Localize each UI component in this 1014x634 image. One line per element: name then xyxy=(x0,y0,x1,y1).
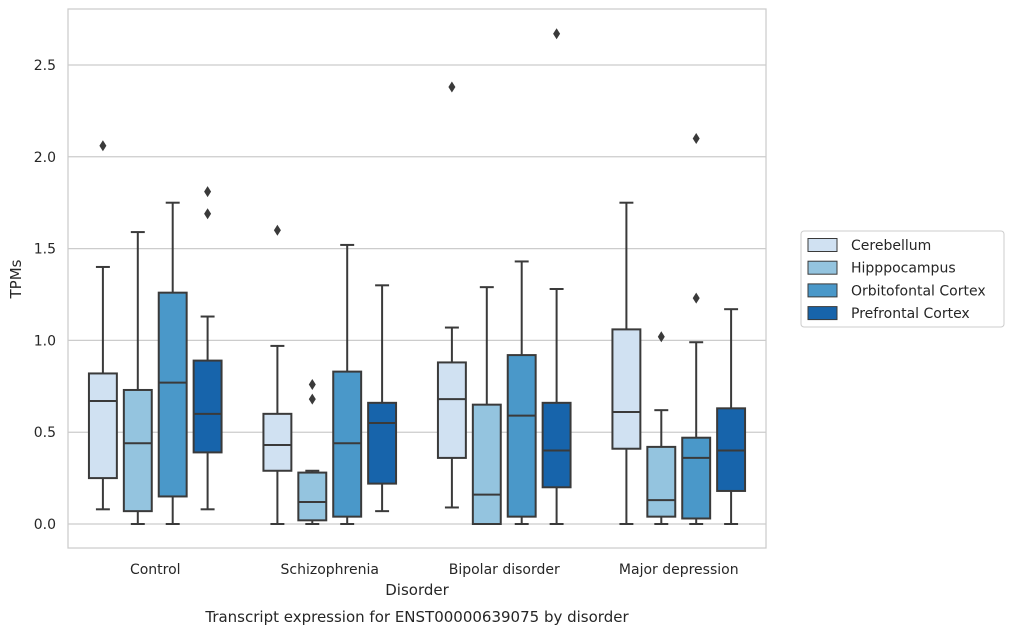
box-plot xyxy=(87,140,118,511)
legend: Cerebellum Hipppocampus Orbitofontal Corte… xyxy=(800,230,1005,328)
box-plot xyxy=(716,308,747,525)
y-tick-label: 1.0 xyxy=(34,333,56,349)
box-body xyxy=(192,359,223,454)
box-plot xyxy=(541,28,572,525)
outlier-point xyxy=(308,378,316,390)
legend-swatch xyxy=(807,306,838,321)
y-axis-label: TPMs xyxy=(7,259,25,299)
y-tick-label: 2.5 xyxy=(34,58,56,74)
y-tick-label: 0.5 xyxy=(34,425,56,441)
x-axis-label: Disorder xyxy=(385,581,449,599)
box-plot xyxy=(192,186,223,511)
y-tick-label: 1.5 xyxy=(34,242,56,258)
outlier-point xyxy=(448,81,456,93)
box-plot xyxy=(436,81,467,509)
outlier-point xyxy=(692,132,700,144)
box-plot xyxy=(646,331,677,525)
legend-swatch xyxy=(807,260,838,275)
box-plot xyxy=(262,224,293,525)
box-body xyxy=(297,471,328,522)
box-plot xyxy=(122,231,153,525)
box-body xyxy=(611,328,642,450)
legend-frame xyxy=(800,230,1005,328)
y-axis-ticks: 0.0 0.5 1.0 1.5 2.0 2.5 xyxy=(34,58,56,533)
x-tick-label: Bipolar disorder xyxy=(449,562,560,578)
legend-label: Cerebellum xyxy=(851,238,931,254)
chart-title: Transcript expression for ENST0000063907… xyxy=(204,608,629,626)
box-body xyxy=(541,401,572,489)
box-plot xyxy=(681,132,712,525)
box-body xyxy=(87,372,118,480)
box-body xyxy=(506,354,537,518)
legend-label: Hipppocampus xyxy=(851,261,956,277)
box-plot xyxy=(297,378,328,525)
outlier-point xyxy=(692,292,700,304)
legend-label: Orbitofontal Cortex xyxy=(851,283,986,299)
box-plot xyxy=(367,284,398,513)
box-series xyxy=(87,28,747,525)
x-tick-label: Control xyxy=(130,562,181,578)
box-body xyxy=(436,361,467,459)
box-plot xyxy=(611,201,642,525)
box-body xyxy=(262,412,293,472)
y-tick-label: 0.0 xyxy=(34,517,56,533)
outlier-point xyxy=(308,393,316,405)
box-plot xyxy=(157,201,188,525)
outlier-point xyxy=(273,224,281,236)
outlier-point xyxy=(657,331,665,343)
box-plot xyxy=(506,260,537,525)
outlier-point xyxy=(204,186,212,198)
x-axis-ticks: Control Schizophrenia Bipolar disorder Majo… xyxy=(130,562,739,578)
box-body xyxy=(157,291,188,498)
x-tick-label: Major depression xyxy=(619,562,739,578)
box-plot xyxy=(332,243,363,525)
box-body xyxy=(646,445,677,518)
outlier-point xyxy=(204,208,212,220)
legend-swatch xyxy=(807,283,838,298)
x-tick-label: Schizophrenia xyxy=(281,562,379,578)
legend-label: Prefrontal Cortex xyxy=(851,306,970,322)
box-body xyxy=(367,401,398,485)
plot-frame xyxy=(67,8,767,549)
outlier-point xyxy=(553,28,561,40)
box-body xyxy=(681,436,712,520)
box-body xyxy=(122,388,153,513)
legend-swatch xyxy=(807,238,838,252)
box-plot xyxy=(471,286,502,525)
y-tick-label: 2.0 xyxy=(34,150,56,166)
box-body xyxy=(471,403,502,525)
outlier-point xyxy=(99,140,107,152)
